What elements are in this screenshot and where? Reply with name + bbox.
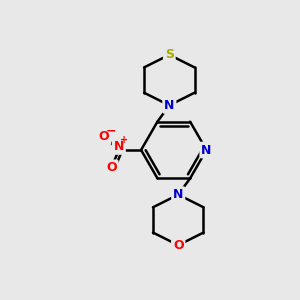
Text: N: N [164,99,175,112]
Text: O: O [99,130,109,143]
Text: N: N [114,140,124,153]
Text: N: N [173,188,183,201]
Text: N: N [201,143,212,157]
Text: S: S [165,48,174,61]
Text: −: − [105,124,116,137]
Text: +: + [120,135,128,145]
Text: O: O [173,239,184,252]
Text: O: O [106,161,117,174]
